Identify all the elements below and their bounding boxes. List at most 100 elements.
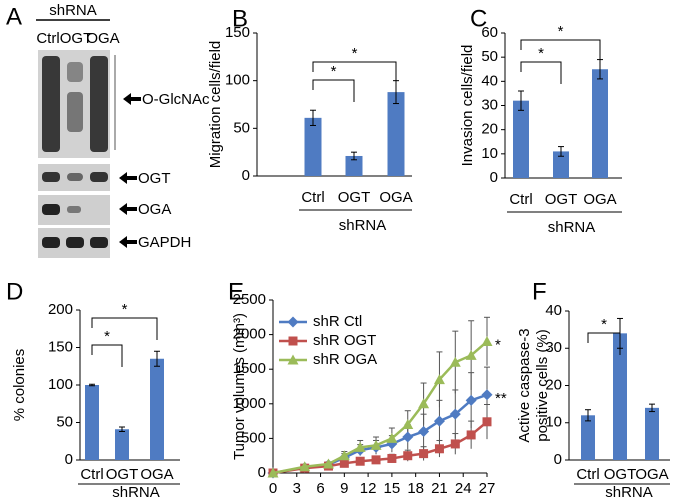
y-axis-label: positive cells (%) — [534, 329, 551, 442]
y-axis-label: Active caspase-3 — [516, 328, 533, 442]
significance-label: * — [558, 23, 564, 40]
significance-label: * — [495, 336, 501, 353]
marker — [370, 439, 382, 450]
y-tick-label: 30 — [481, 96, 498, 113]
marker — [433, 374, 445, 385]
bar — [553, 151, 569, 178]
panel-letter: A — [6, 3, 22, 30]
y-tick-label: 0 — [242, 167, 250, 184]
y-axis-label: Invasion cells/field — [459, 45, 476, 167]
y-tick-label: 10 — [481, 145, 498, 162]
marker — [371, 455, 381, 465]
y-tick-label: 50 — [233, 119, 250, 136]
panel-letter: B — [232, 5, 248, 32]
marker — [449, 356, 461, 367]
marker — [449, 408, 461, 420]
bar — [613, 333, 627, 460]
bar — [115, 429, 129, 460]
significance-label: * — [601, 316, 607, 333]
bar — [513, 100, 529, 178]
significance-label: ** — [495, 390, 507, 407]
x-axis-label: shRNA — [339, 217, 387, 234]
x-tick-label: 6 — [316, 480, 324, 497]
marker — [287, 354, 299, 365]
marker — [466, 430, 476, 440]
significance-label: * — [104, 328, 110, 345]
bar — [581, 415, 595, 460]
bar — [592, 69, 608, 178]
y-tick-label: 1500 — [233, 360, 266, 377]
x-tick-label: OGT — [106, 466, 139, 483]
marker — [402, 419, 414, 430]
significance-label: * — [352, 45, 358, 62]
marker — [481, 336, 493, 347]
lane-label: OGA — [86, 30, 119, 47]
arrows — [119, 93, 141, 248]
y-tick-label: 100 — [225, 72, 250, 89]
legend-label: shR OGA — [313, 351, 377, 368]
x-tick-label: OGA — [140, 466, 173, 483]
marker — [288, 336, 298, 346]
significance-label: * — [122, 301, 128, 318]
marker — [354, 441, 366, 452]
band-label: OGA — [138, 201, 171, 218]
significance-label: * — [538, 45, 544, 62]
marker — [450, 439, 460, 449]
significance-bracket — [91, 344, 123, 367]
significance-bracket — [520, 61, 562, 84]
lane-label: Ctrl — [36, 30, 59, 47]
significance-bracket — [520, 39, 601, 62]
x-axis-label: shRNA — [112, 484, 160, 501]
marker — [402, 431, 414, 443]
marker — [433, 415, 445, 427]
x-tick-label: 9 — [340, 480, 348, 497]
panel-letter: D — [6, 278, 23, 305]
x-tick-label: Ctrl — [80, 466, 103, 483]
y-tick-label: 500 — [241, 429, 266, 446]
bar — [304, 117, 322, 176]
x-tick-label: OGT — [338, 189, 371, 206]
bar — [150, 358, 164, 460]
y-tick-label: 1000 — [233, 395, 266, 412]
x-tick-label: OGT — [604, 466, 637, 483]
marker — [418, 425, 430, 437]
x-tick-label: 15 — [384, 480, 401, 497]
marker — [403, 451, 413, 461]
y-tick-label: 50 — [481, 48, 498, 65]
marker — [419, 449, 429, 459]
y-tick-label: 150 — [225, 24, 250, 41]
x-axis-label: shRNA — [548, 219, 596, 236]
marker — [387, 453, 397, 463]
marker — [465, 349, 477, 360]
x-tick-label: 3 — [293, 480, 301, 497]
y-tick-label: 50 — [56, 413, 73, 430]
band-label: GAPDH — [138, 234, 191, 251]
y-axis-label: Tumor volumes (mm³) — [231, 313, 248, 460]
significance-bracket — [587, 332, 621, 355]
marker — [339, 458, 349, 468]
legend-label: shR OGT — [313, 332, 376, 349]
lane-label: OGT — [60, 30, 93, 47]
significance-bracket — [312, 79, 355, 102]
x-tick-label: Ctrl — [576, 466, 599, 483]
blot-group: shRNA — [49, 2, 97, 19]
significance-bracket — [91, 317, 158, 340]
marker — [355, 456, 365, 466]
x-tick-label: 24 — [455, 480, 472, 497]
bar — [345, 155, 363, 176]
y-tick-label: 2000 — [233, 326, 266, 343]
y-tick-label: 10 — [545, 414, 562, 431]
x-tick-label: OGT — [545, 191, 578, 208]
bar — [387, 92, 405, 176]
marker — [322, 458, 334, 469]
x-tick-label: 21 — [431, 480, 448, 497]
x-tick-label: OGA — [635, 466, 668, 483]
y-tick-label: 40 — [545, 302, 562, 319]
marker — [267, 467, 279, 478]
y-tick-label: 20 — [545, 376, 562, 393]
significance-label: * — [331, 63, 337, 80]
y-tick-label: 100 — [48, 376, 73, 393]
x-tick-label: 18 — [407, 480, 424, 497]
y-tick-label: 20 — [481, 121, 498, 138]
